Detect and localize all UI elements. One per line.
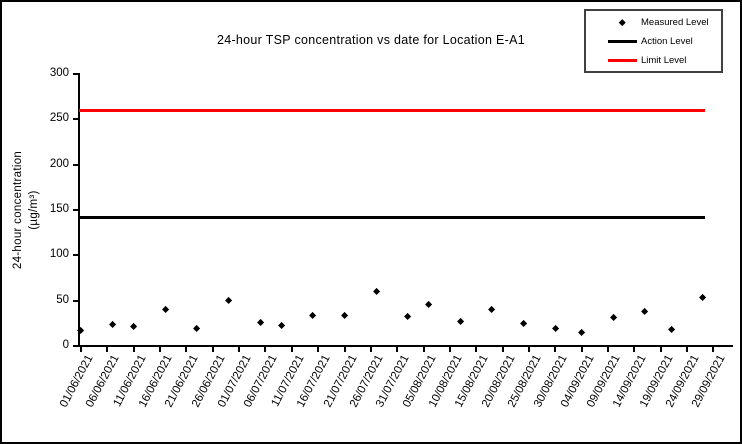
x-tick — [369, 347, 372, 352]
x-tick — [132, 347, 135, 352]
data-point — [277, 321, 285, 329]
y-axis-title-line1: 24-hour concentration — [12, 150, 24, 270]
data-point — [224, 296, 233, 305]
data-point — [667, 326, 675, 334]
data-point — [340, 312, 349, 320]
action-level-line-swatch — [608, 39, 637, 43]
x-tick — [211, 347, 214, 352]
diamond-marker-icon — [608, 18, 637, 26]
data-point — [404, 313, 412, 321]
limit-level-line — [79, 108, 705, 112]
x-tick — [448, 347, 451, 352]
data-point — [641, 307, 649, 316]
legend-label: Action Level — [641, 35, 693, 47]
y-tick — [73, 299, 78, 302]
x-tick — [238, 347, 241, 352]
data-point — [699, 294, 707, 302]
y-tick-label: 0 — [62, 339, 69, 351]
y-tick-label: 200 — [49, 157, 69, 170]
x-tick — [159, 347, 162, 352]
x-tick — [712, 347, 715, 352]
y-tick — [73, 73, 78, 75]
action-level-line — [79, 215, 705, 219]
x-tick — [659, 347, 662, 352]
x-tick — [475, 347, 478, 352]
data-point — [309, 311, 317, 319]
y-tick — [73, 209, 78, 211]
action-level-line-icon — [608, 39, 637, 43]
x-tick — [633, 347, 636, 352]
x-tick — [264, 347, 267, 352]
y-tick-label: 150 — [49, 203, 69, 215]
data-point — [425, 300, 433, 308]
data-point — [577, 328, 586, 337]
legend-item-measured-level: Measured Level — [586, 14, 721, 30]
y-tick-label: 100 — [49, 248, 69, 261]
data-point — [551, 325, 559, 333]
limit-level-line-swatch — [608, 58, 637, 62]
legend-label: Measured Level — [641, 16, 709, 28]
x-tick — [185, 347, 188, 352]
legend-label: Limit Level — [641, 54, 687, 66]
legend-item-limit-level: Limit Level — [586, 52, 721, 68]
data-point — [456, 317, 465, 326]
x-tick — [580, 347, 583, 352]
x-tick — [343, 347, 346, 352]
diamond-marker-icon — [619, 18, 626, 26]
data-point — [193, 325, 201, 333]
y-tick-label: 300 — [49, 67, 69, 79]
x-tick — [501, 347, 504, 352]
data-point — [372, 287, 380, 296]
x-tick — [396, 347, 399, 352]
data-point — [488, 306, 496, 314]
x-axis — [77, 345, 733, 347]
x-tick — [527, 347, 530, 352]
y-tick — [73, 254, 78, 257]
data-point — [161, 306, 169, 314]
chart-title: 24-hour TSP concentration vs date for Lo… — [216, 33, 526, 47]
x-tick — [554, 347, 557, 352]
legend-item-action-level: Action Level — [586, 33, 721, 49]
y-tick — [73, 118, 78, 121]
limit-level-line-icon — [608, 58, 637, 62]
data-point — [130, 323, 138, 331]
data-point — [609, 314, 617, 322]
x-tick — [290, 347, 293, 352]
x-tick — [106, 347, 109, 352]
x-tick — [686, 347, 689, 352]
y-tick-label: 250 — [49, 112, 69, 125]
y-axis — [78, 73, 80, 347]
data-point — [520, 319, 528, 327]
legend: Measured Level Action Level Limit Level — [584, 9, 723, 73]
x-tick — [607, 347, 609, 352]
x-tick — [422, 347, 425, 352]
data-point — [256, 318, 264, 327]
y-tick — [73, 163, 78, 166]
x-tick — [80, 347, 82, 352]
y-tick-label: 50 — [56, 293, 69, 306]
y-tick — [73, 345, 78, 347]
data-point — [108, 320, 117, 328]
x-tick — [317, 347, 320, 352]
